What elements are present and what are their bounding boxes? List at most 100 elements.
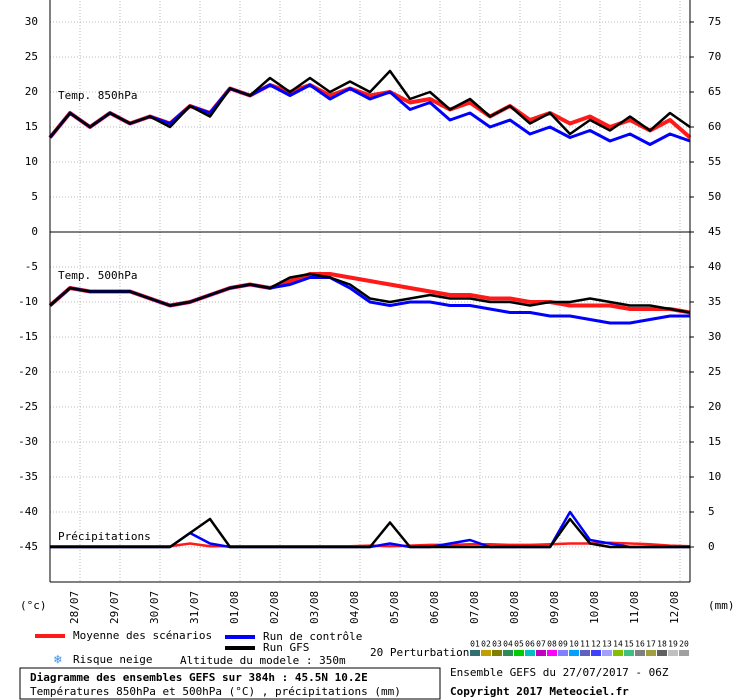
y-tick-label: 20 xyxy=(25,85,38,98)
perturbation-swatch xyxy=(525,650,535,656)
y2-tick-label: 15 xyxy=(708,435,721,448)
perturbation-label: 04 xyxy=(503,640,513,649)
legend-label: Altitude du modele : 350m xyxy=(180,654,346,667)
x-tick-label: 10/08 xyxy=(588,591,601,624)
perturbation-label: 11 xyxy=(580,640,590,649)
y2-tick-label: 55 xyxy=(708,155,721,168)
y2-tick-label: 60 xyxy=(708,120,721,133)
footer-subtitle: Températures 850hPa et 500hPa (°C) , pré… xyxy=(30,685,401,698)
perturbation-swatch xyxy=(679,650,689,656)
series-line xyxy=(49,69,691,139)
legend-label: Risque neige xyxy=(73,653,152,666)
y2-tick-label: 0 xyxy=(708,540,715,553)
y2-tick-label: 70 xyxy=(708,50,721,63)
x-tick-label: 30/07 xyxy=(148,591,161,624)
perturbation-swatch xyxy=(624,650,634,656)
x-tick-label: 01/08 xyxy=(228,591,241,624)
legend-label: 20 Perturbations xyxy=(370,646,476,659)
y-tick-label: -25 xyxy=(18,400,38,413)
x-tick-label: 04/08 xyxy=(348,591,361,624)
y-tick-label: -5 xyxy=(25,260,38,273)
perturbation-swatch xyxy=(580,650,590,656)
x-tick-label: 05/08 xyxy=(388,591,401,624)
panel-title: Temp. 850hPa xyxy=(58,89,137,102)
perturbation-swatch xyxy=(613,650,623,656)
x-tick-label: 29/07 xyxy=(108,591,121,624)
y-tick-label: 10 xyxy=(25,155,38,168)
y2-tick-label: 20 xyxy=(708,400,721,413)
x-tick-label: 31/07 xyxy=(188,591,201,624)
perturbation-swatch xyxy=(503,650,513,656)
perturbation-label: 18 xyxy=(657,640,667,649)
perturbation-label: 06 xyxy=(525,640,535,649)
y-tick-label: -20 xyxy=(18,365,38,378)
perturbation-swatch xyxy=(602,650,612,656)
legend-label: Run de contrôle xyxy=(263,630,362,643)
y2-tick-label: 40 xyxy=(708,260,721,273)
x-tick-label: 03/08 xyxy=(308,591,321,624)
perturbation-swatch xyxy=(635,650,645,656)
perturbation-label: 14 xyxy=(613,640,623,649)
perturbation-swatch xyxy=(591,650,601,656)
perturbation-swatch xyxy=(646,650,656,656)
footer-run: Ensemble GEFS du 27/07/2017 - 06Z xyxy=(450,666,669,679)
series-line xyxy=(50,517,690,549)
y-tick-label: -15 xyxy=(18,330,38,343)
x-tick-label: 12/08 xyxy=(668,591,681,624)
perturbation-swatch xyxy=(536,650,546,656)
y2-unit-label: (mm) xyxy=(708,599,735,612)
footer-copyright: Copyright 2017 Meteociel.fr xyxy=(450,685,629,698)
perturbation-swatch xyxy=(481,650,491,656)
y-tick-label: -45 xyxy=(18,540,38,553)
x-tick-label: 06/08 xyxy=(428,591,441,624)
y2-tick-label: 65 xyxy=(708,85,721,98)
x-tick-label: 02/08 xyxy=(268,591,281,624)
perturbation-label: 20 xyxy=(679,640,689,649)
perturbation-label: 15 xyxy=(624,640,634,649)
perturbation-label: 07 xyxy=(536,640,546,649)
y-tick-label: 30 xyxy=(25,15,38,28)
perturbation-swatch xyxy=(569,650,579,656)
perturbation-label: 17 xyxy=(646,640,656,649)
y2-tick-label: 5 xyxy=(708,505,715,518)
perturbation-label: 03 xyxy=(492,640,502,649)
perturbation-swatch xyxy=(547,650,557,656)
perturbation-label: 02 xyxy=(481,640,491,649)
x-tick-label: 28/07 xyxy=(68,591,81,624)
perturbation-label: 01 xyxy=(470,640,480,649)
perturbation-swatch xyxy=(470,650,480,656)
footer-box xyxy=(19,667,441,700)
perturbation-label: 05 xyxy=(514,640,524,649)
perturbation-swatch xyxy=(492,650,502,656)
perturbation-swatch xyxy=(558,650,568,656)
y2-tick-label: 30 xyxy=(708,330,721,343)
perturbation-label: 19 xyxy=(668,640,678,649)
snow-icon: ❄ xyxy=(53,653,62,668)
perturbation-label: 09 xyxy=(558,640,568,649)
y2-tick-label: 25 xyxy=(708,365,721,378)
y-tick-label: -40 xyxy=(18,505,38,518)
perturbation-swatch xyxy=(657,650,667,656)
y2-tick-label: 10 xyxy=(708,470,721,483)
y-tick-label: 15 xyxy=(25,120,38,133)
x-tick-label: 09/08 xyxy=(548,591,561,624)
plots: 051015202530505560657075-5-10-15-20-25-3… xyxy=(18,1,721,624)
perturbation-label: 16 xyxy=(635,640,645,649)
y2-tick-label: 45 xyxy=(708,225,721,238)
perturbation-label: 10 xyxy=(569,640,579,649)
series-line xyxy=(49,272,691,314)
perturbation-label: 08 xyxy=(547,640,557,649)
panel-title: Temp. 500hPa xyxy=(58,269,137,282)
y-unit-label: (°c) xyxy=(20,599,47,612)
panel-title: Précipitations xyxy=(58,530,151,543)
legend-label: Moyenne des scénarios xyxy=(73,629,212,642)
y-tick-label: 25 xyxy=(25,50,38,63)
y-tick-label: 0 xyxy=(31,225,38,238)
legend: ❄ Risque neige Altitude du modele : 350m… xyxy=(35,629,689,668)
x-tick-label: 07/08 xyxy=(468,591,481,624)
perturbation-label: 13 xyxy=(602,640,612,649)
perturbation-swatch xyxy=(668,650,678,656)
y2-tick-label: 50 xyxy=(708,190,721,203)
footer-title: Diagramme des ensembles GEFS sur 384h : … xyxy=(30,671,368,684)
y-tick-label: -30 xyxy=(18,435,38,448)
